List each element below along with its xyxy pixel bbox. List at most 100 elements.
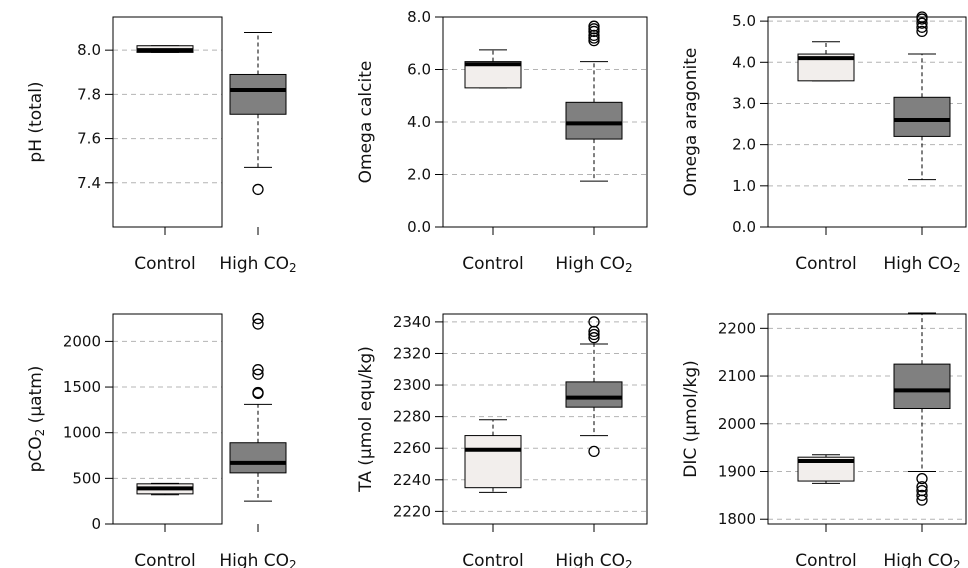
y-tick-label: 4.0 — [407, 113, 431, 131]
outlier-point — [916, 489, 928, 502]
y-tick-label: 1500 — [63, 378, 101, 396]
outlier-point — [252, 386, 264, 399]
box-iqr — [229, 73, 287, 115]
y-tick-label: 2.0 — [407, 166, 431, 184]
panel-2: 0.0 2.0 4.0 6.0 8.0 Omega calcite Control High … — [356, 8, 648, 275]
y-axis-label: Omega calcite — [356, 61, 376, 184]
box-high-co2 — [229, 31, 287, 196]
plot-frame — [442, 313, 648, 525]
outlier-point — [588, 20, 600, 32]
x-category-label: High CO2 — [883, 254, 960, 275]
x-category-label: Control — [462, 551, 523, 568]
box-iqr — [565, 381, 623, 408]
box-control — [136, 482, 194, 496]
plot-frame — [112, 313, 223, 525]
box-iqr — [464, 435, 522, 489]
y-tick-label: 1900 — [718, 463, 756, 481]
y-tick-label: 8.0 — [77, 41, 101, 59]
box-iqr — [797, 456, 855, 482]
x-category-label: Control — [795, 254, 856, 274]
outlier-point — [916, 473, 928, 485]
y-tick-label: 2260 — [393, 439, 431, 457]
y-tick-label: 2200 — [718, 319, 756, 337]
y-tick-label: 1800 — [718, 510, 756, 528]
y-tick-label: 2340 — [393, 313, 431, 331]
y-tick-label: 2220 — [393, 502, 431, 520]
y-tick-label: 6.0 — [407, 61, 431, 79]
y-tick-label: 0.0 — [732, 218, 756, 236]
y-tick-label: 5.0 — [732, 12, 756, 30]
y-tick-label: 7.8 — [77, 85, 101, 103]
box-high-co2 — [565, 316, 623, 458]
panel-6: 1800 1900 2000 2100 2200 DIC (µmol/kg) Control… — [681, 312, 967, 568]
x-category-label: Control — [134, 551, 195, 568]
box-high-co2 — [229, 312, 287, 502]
y-tick-label: 2320 — [393, 344, 431, 362]
outlier-point — [252, 312, 264, 325]
x-category-label: High CO2 — [555, 551, 632, 568]
y-axis-label: pCO2 (µatm) — [26, 366, 47, 473]
y-tick-label: 7.4 — [77, 174, 101, 192]
y-axis-label: TA (µmol equ/kg) — [356, 346, 376, 493]
outlier-point — [588, 332, 600, 344]
box-iqr — [893, 363, 951, 410]
outlier-point — [588, 445, 600, 458]
y-tick-label: 0.0 — [407, 218, 431, 236]
panel-4: 0 500 1000 1500 2000 pCO2 (µatm) Control High C… — [26, 312, 297, 568]
y-tick-label: 8.0 — [407, 8, 431, 26]
y-tick-label: 2000 — [63, 332, 101, 350]
y-tick-label: 7.6 — [77, 130, 101, 148]
box-control — [464, 49, 522, 89]
plot-frame — [767, 16, 967, 228]
y-tick-label: 1000 — [63, 424, 101, 442]
outlier-point — [916, 484, 928, 497]
box-control — [797, 41, 855, 82]
y-tick-label: 1.0 — [732, 177, 756, 195]
plot-frame — [767, 313, 967, 525]
box-control — [136, 45, 194, 53]
y-tick-label: 2100 — [718, 367, 756, 385]
box-iqr — [565, 101, 623, 140]
y-tick-label: 0 — [91, 515, 101, 533]
y-tick-label: 2280 — [393, 408, 431, 426]
y-axis-label: Omega aragonite — [681, 48, 701, 197]
x-category-label: Control — [795, 551, 856, 568]
outlier-point — [252, 183, 264, 196]
y-tick-label: 500 — [72, 469, 101, 487]
box-high-co2 — [893, 11, 951, 181]
outlier-point — [252, 364, 264, 376]
box-iqr — [893, 96, 951, 137]
y-tick-label: 3.0 — [732, 94, 756, 112]
x-category-label: High CO2 — [883, 551, 960, 568]
outlier-point — [588, 29, 600, 42]
outlier-point — [252, 368, 264, 380]
plot-frame — [112, 16, 223, 228]
outlier-point — [588, 328, 600, 341]
y-tick-label: 2.0 — [732, 136, 756, 154]
y-tick-label: 2000 — [718, 415, 756, 433]
y-axis-label: DIC (µmol/kg) — [681, 360, 701, 478]
outlier-point — [916, 11, 928, 23]
x-category-label: Control — [462, 254, 523, 274]
outlier-point — [916, 25, 928, 38]
box-control — [797, 454, 855, 484]
y-tick-label: 2300 — [393, 376, 431, 394]
box-high-co2 — [565, 20, 623, 182]
x-category-label: High CO2 — [219, 254, 296, 275]
outlier-point — [916, 481, 928, 493]
panel-3: 0.0 1.0 2.0 3.0 4.0 5.0 Omega aragonite Control… — [681, 11, 967, 275]
outlier-point — [252, 318, 264, 330]
panel-5: 2220 2240 2260 2280 2300 2320 2340 TA (µmol equ… — [356, 313, 648, 568]
y-tick-label: 2240 — [393, 471, 431, 489]
box-control — [464, 419, 522, 493]
outlier-point — [588, 316, 600, 328]
y-axis-label: pH (total) — [26, 81, 46, 162]
x-category-label: Control — [134, 254, 195, 274]
outlier-point — [916, 17, 928, 29]
x-category-label: High CO2 — [555, 254, 632, 275]
panel-1: 7.4 7.6 7.8 8.0 pH (total) Control High CO2 — [26, 16, 297, 275]
box-iqr — [229, 442, 287, 474]
box-high-co2 — [893, 312, 951, 506]
x-category-label: High CO2 — [219, 551, 296, 568]
